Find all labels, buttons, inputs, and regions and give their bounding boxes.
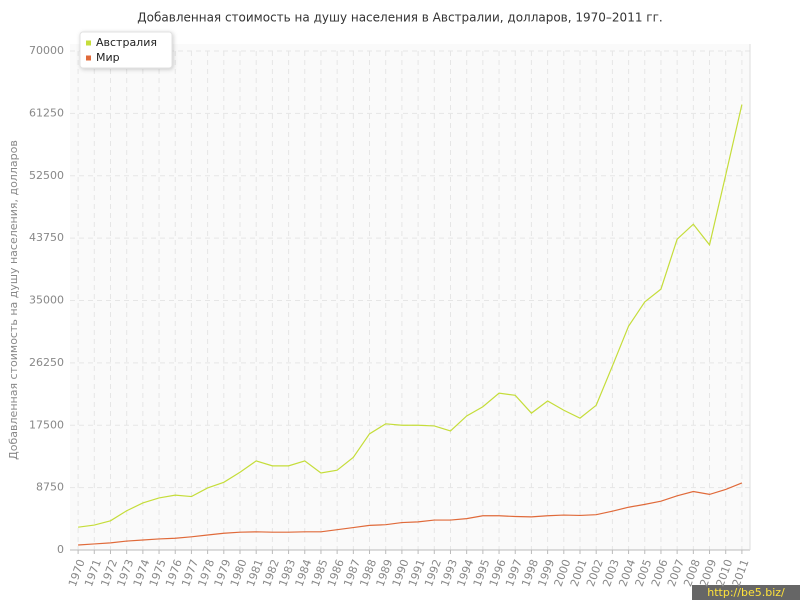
y-tick-label: 26250 bbox=[29, 356, 64, 369]
legend-label: Мир bbox=[96, 51, 120, 64]
watermark-box: http://be5.biz/ bbox=[692, 585, 800, 600]
grid bbox=[70, 50, 750, 551]
legend-label: Австралия bbox=[96, 36, 157, 49]
y-tick-label: 0 bbox=[57, 543, 64, 556]
y-tick-label: 17500 bbox=[29, 418, 64, 431]
legend-box bbox=[79, 31, 173, 69]
y-tick-label: 43750 bbox=[29, 231, 64, 244]
watermark: http://be5.biz/ bbox=[707, 586, 785, 599]
y-tick-label: 52500 bbox=[29, 169, 64, 182]
chart-title: Добавленная стоимость на душу населения … bbox=[137, 11, 662, 25]
legend-swatch bbox=[86, 55, 91, 61]
plot-area bbox=[70, 44, 750, 550]
series-line bbox=[78, 482, 743, 546]
y-axis-title: Добавленная стоимость на душу населения,… bbox=[7, 140, 20, 460]
y-tick-label: 35000 bbox=[29, 294, 64, 307]
legend-swatch bbox=[86, 40, 91, 46]
series-line bbox=[78, 104, 743, 528]
y-tick-label: 8750 bbox=[36, 481, 64, 494]
y-tick-label: 61250 bbox=[29, 106, 64, 119]
y-tick-label: 70000 bbox=[29, 44, 64, 57]
legend: Австралия Мир bbox=[79, 31, 173, 69]
marks bbox=[78, 104, 743, 546]
watermark-bg bbox=[692, 585, 800, 600]
